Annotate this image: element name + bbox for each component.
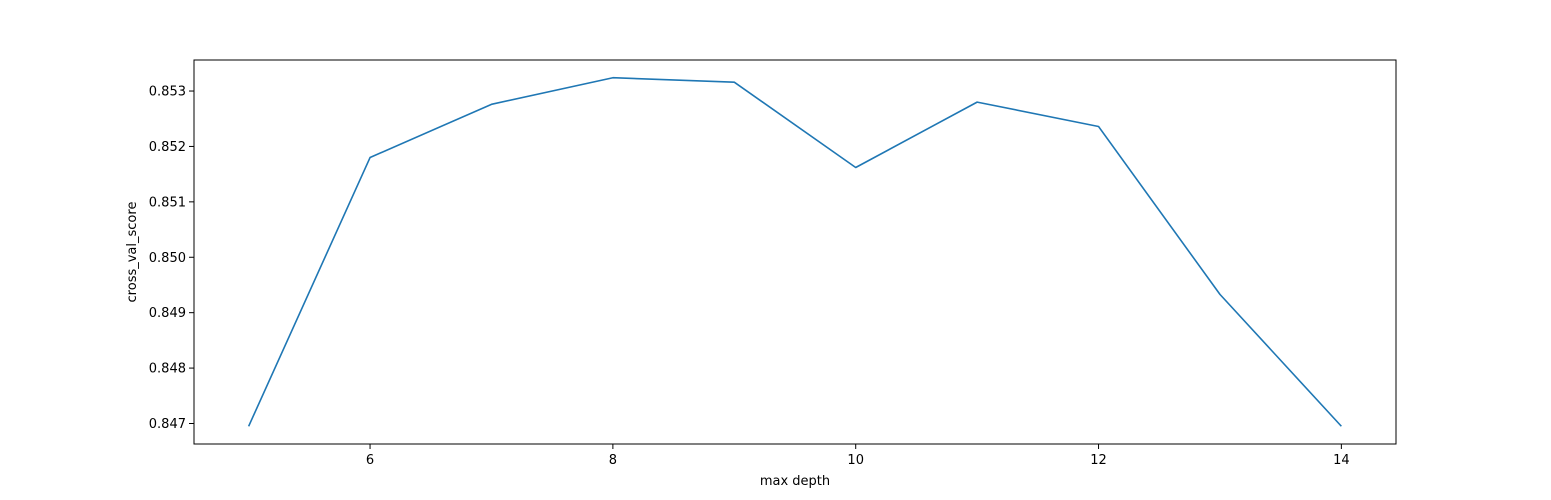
y-tick-label: 0.848 [149, 362, 186, 377]
y-tick-label: 0.851 [149, 195, 186, 210]
y-tick-label: 0.850 [149, 251, 186, 266]
y-axis-label: cross_val_score [125, 202, 140, 303]
y-axis-ticks: 0.847 0.848 0.849 0.850 0.851 0.852 0.853 [149, 85, 194, 432]
x-axis-label: max depth [760, 474, 830, 489]
x-tick-label: 10 [847, 453, 864, 468]
y-tick-label: 0.847 [149, 417, 186, 432]
y-tick-label: 0.849 [149, 306, 186, 321]
x-tick-label: 14 [1333, 453, 1350, 468]
y-tick-label: 0.853 [149, 85, 186, 100]
x-axis-ticks: 6 8 10 12 14 [366, 444, 1350, 468]
x-tick-label: 6 [366, 453, 374, 468]
y-tick-label: 0.852 [149, 140, 186, 155]
x-tick-label: 12 [1090, 453, 1107, 468]
plot-series [247, 76, 1342, 427]
x-tick-label: 8 [609, 453, 617, 468]
plot-frame [193, 59, 1397, 445]
series-line [247, 76, 1342, 427]
